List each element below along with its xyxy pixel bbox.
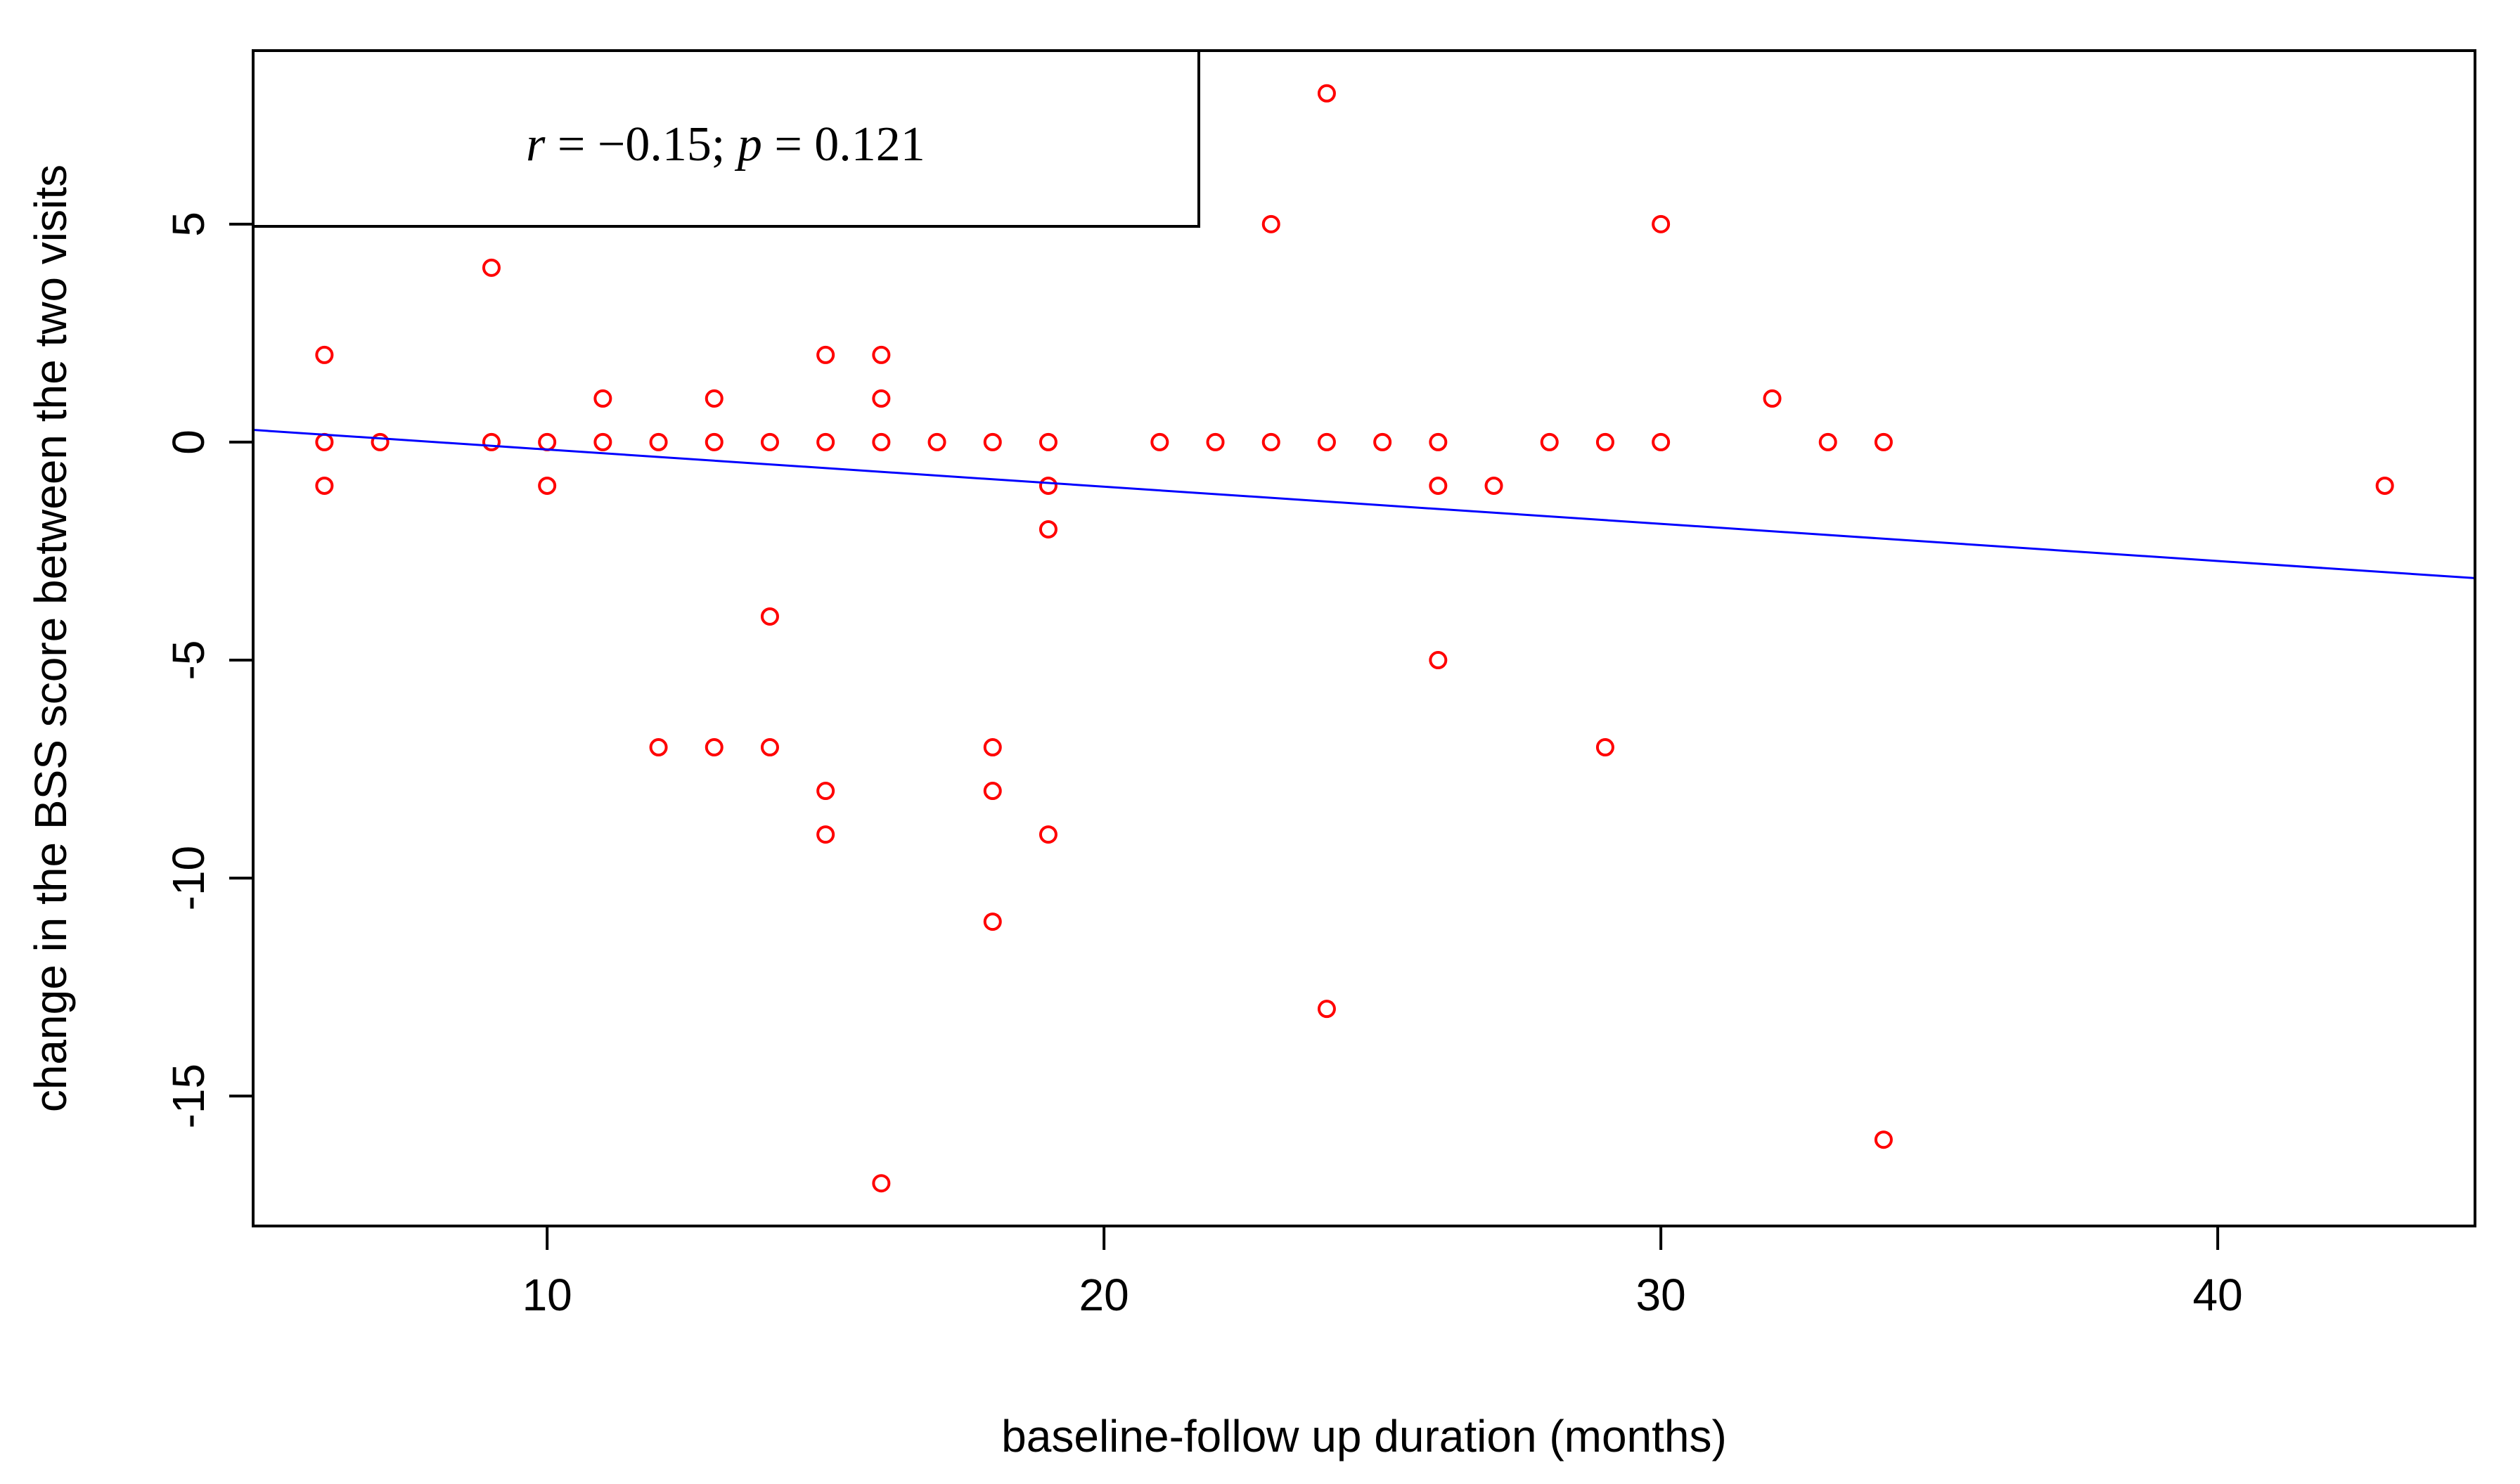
data-point: [482, 432, 501, 451]
data-point: [816, 432, 835, 451]
data-point: [760, 432, 779, 451]
data-point: [593, 432, 612, 451]
x-tick-label: 40: [2193, 1270, 2243, 1320]
data-point: [983, 432, 1002, 451]
correlation-annotation: r = −0.15; p = 0.121: [526, 117, 925, 172]
x-tick-label: 10: [522, 1270, 572, 1320]
data-point: [1039, 432, 1058, 451]
data-point: [2375, 476, 2394, 495]
r-symbol: r: [526, 117, 546, 172]
data-point: [315, 345, 334, 364]
data-point: [760, 607, 779, 626]
p-value: = 0.121: [762, 117, 925, 172]
data-point: [816, 782, 835, 801]
data-point: [1595, 738, 1614, 757]
legend-frame: [252, 49, 1200, 228]
data-point: [705, 432, 724, 451]
x-axis: 10 20 30 40: [522, 1225, 2243, 1320]
data-point: [1317, 84, 1336, 103]
data-point: [983, 912, 1002, 931]
y-tick-label: 0: [163, 430, 214, 455]
data-point: [1317, 1000, 1336, 1019]
data-point: [1261, 432, 1280, 451]
data-point: [1039, 476, 1058, 495]
data-point: [1373, 432, 1392, 451]
data-point: [1652, 214, 1671, 233]
y-tick-label: -5: [163, 640, 214, 680]
data-point: [1595, 432, 1614, 451]
data-point: [1763, 389, 1782, 408]
data-point: [1429, 432, 1448, 451]
r-value: = −0.15;: [545, 117, 737, 172]
data-point: [816, 345, 835, 364]
data-point: [1540, 432, 1559, 451]
data-point: [705, 389, 724, 408]
data-point: [705, 738, 724, 757]
data-point: [1874, 1130, 1893, 1149]
data-point: [872, 389, 891, 408]
data-point: [1039, 825, 1058, 844]
data-point: [983, 738, 1002, 757]
data-point: [1317, 432, 1336, 451]
data-point: [1652, 432, 1671, 451]
data-point: [1039, 520, 1058, 538]
data-point: [482, 258, 501, 277]
data-point: [1484, 476, 1503, 495]
data-point: [1874, 432, 1893, 451]
y-tick-label: -15: [163, 1064, 214, 1129]
data-point: [760, 738, 779, 757]
data-point: [1206, 432, 1225, 451]
data-point: [593, 389, 612, 408]
data-point: [1429, 651, 1448, 670]
data-points: [315, 84, 2394, 1193]
data-point: [872, 345, 891, 364]
data-point: [872, 1174, 891, 1193]
data-point: [1818, 432, 1837, 451]
y-axis: -15 -10 -5 0 5: [163, 212, 255, 1129]
y-axis-label: change in the BSS score between the two …: [25, 164, 76, 1112]
data-point: [872, 432, 891, 451]
x-tick-label: 30: [1636, 1270, 1686, 1320]
data-point: [816, 825, 835, 844]
y-tick-label: 5: [163, 212, 214, 237]
p-symbol: p: [734, 117, 762, 172]
legend-box: r = −0.15; p = 0.121: [252, 49, 1200, 228]
data-point: [371, 432, 390, 451]
data-point: [649, 738, 668, 757]
x-tick-label: 20: [1079, 1270, 1129, 1320]
y-tick-label: -10: [163, 846, 214, 911]
x-axis-label: baseline-follow up duration (months): [1001, 1411, 1727, 1462]
data-point: [315, 432, 334, 451]
data-point: [538, 476, 557, 495]
data-point: [927, 432, 946, 451]
data-point: [1150, 432, 1169, 451]
data-point: [538, 432, 557, 451]
data-point: [983, 782, 1002, 801]
data-point: [315, 476, 334, 495]
regression-line: [252, 429, 2476, 579]
data-point: [649, 432, 668, 451]
data-point: [1429, 476, 1448, 495]
data-point: [1261, 214, 1280, 233]
